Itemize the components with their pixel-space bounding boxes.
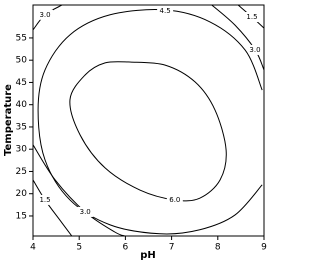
y-tick-label: 50	[16, 56, 28, 66]
y-tick-label: 40	[16, 100, 28, 110]
contour-label: 3.0	[80, 208, 91, 216]
y-tick-label: 15	[16, 211, 27, 221]
y-tick-label: 30	[16, 145, 28, 155]
plot-frame	[32, 4, 265, 237]
contour-layer: 1.5 3.0 3.0 4.5 6.0 3.0 1.5	[33, 5, 264, 236]
contour-label-bg	[166, 194, 183, 205]
y-tick-label: 45	[16, 78, 27, 88]
x-tick-label: 4	[30, 243, 36, 253]
x-tick-label: 8	[215, 243, 221, 253]
contour-label: 3.0	[249, 46, 260, 54]
contour-label-bg	[77, 206, 94, 217]
contour-label-bg	[247, 44, 263, 55]
y-tick-label: 25	[16, 167, 27, 177]
contour-label-bg	[243, 12, 260, 23]
x-tick-label: 7	[169, 243, 175, 253]
y-axis-label: Temperature	[3, 84, 14, 156]
contour-label: 1.5	[246, 13, 257, 21]
contour-label: 1.5	[39, 196, 50, 204]
contour-label: 4.5	[160, 7, 171, 15]
contour-line	[37, 9, 263, 235]
contour-line	[69, 61, 227, 202]
x-tick-label: 9	[261, 243, 267, 253]
contour-label-bg	[157, 6, 174, 16]
contour-label: 3.0	[39, 11, 50, 19]
x-tick-label: 5	[76, 243, 82, 253]
x-tick-label: 6	[123, 243, 129, 253]
y-tick-label: 35	[16, 122, 27, 132]
contour-label-bg	[37, 9, 54, 20]
contour-line	[33, 179, 73, 236]
contour-label: 6.0	[169, 196, 180, 204]
contour-label-bg	[37, 194, 54, 205]
y-tick-label: 55	[16, 33, 27, 43]
contour-line	[33, 144, 126, 236]
x-axis-label: pH	[140, 250, 156, 261]
contour-line	[211, 5, 264, 71]
y-tick-label: 20	[16, 189, 28, 199]
